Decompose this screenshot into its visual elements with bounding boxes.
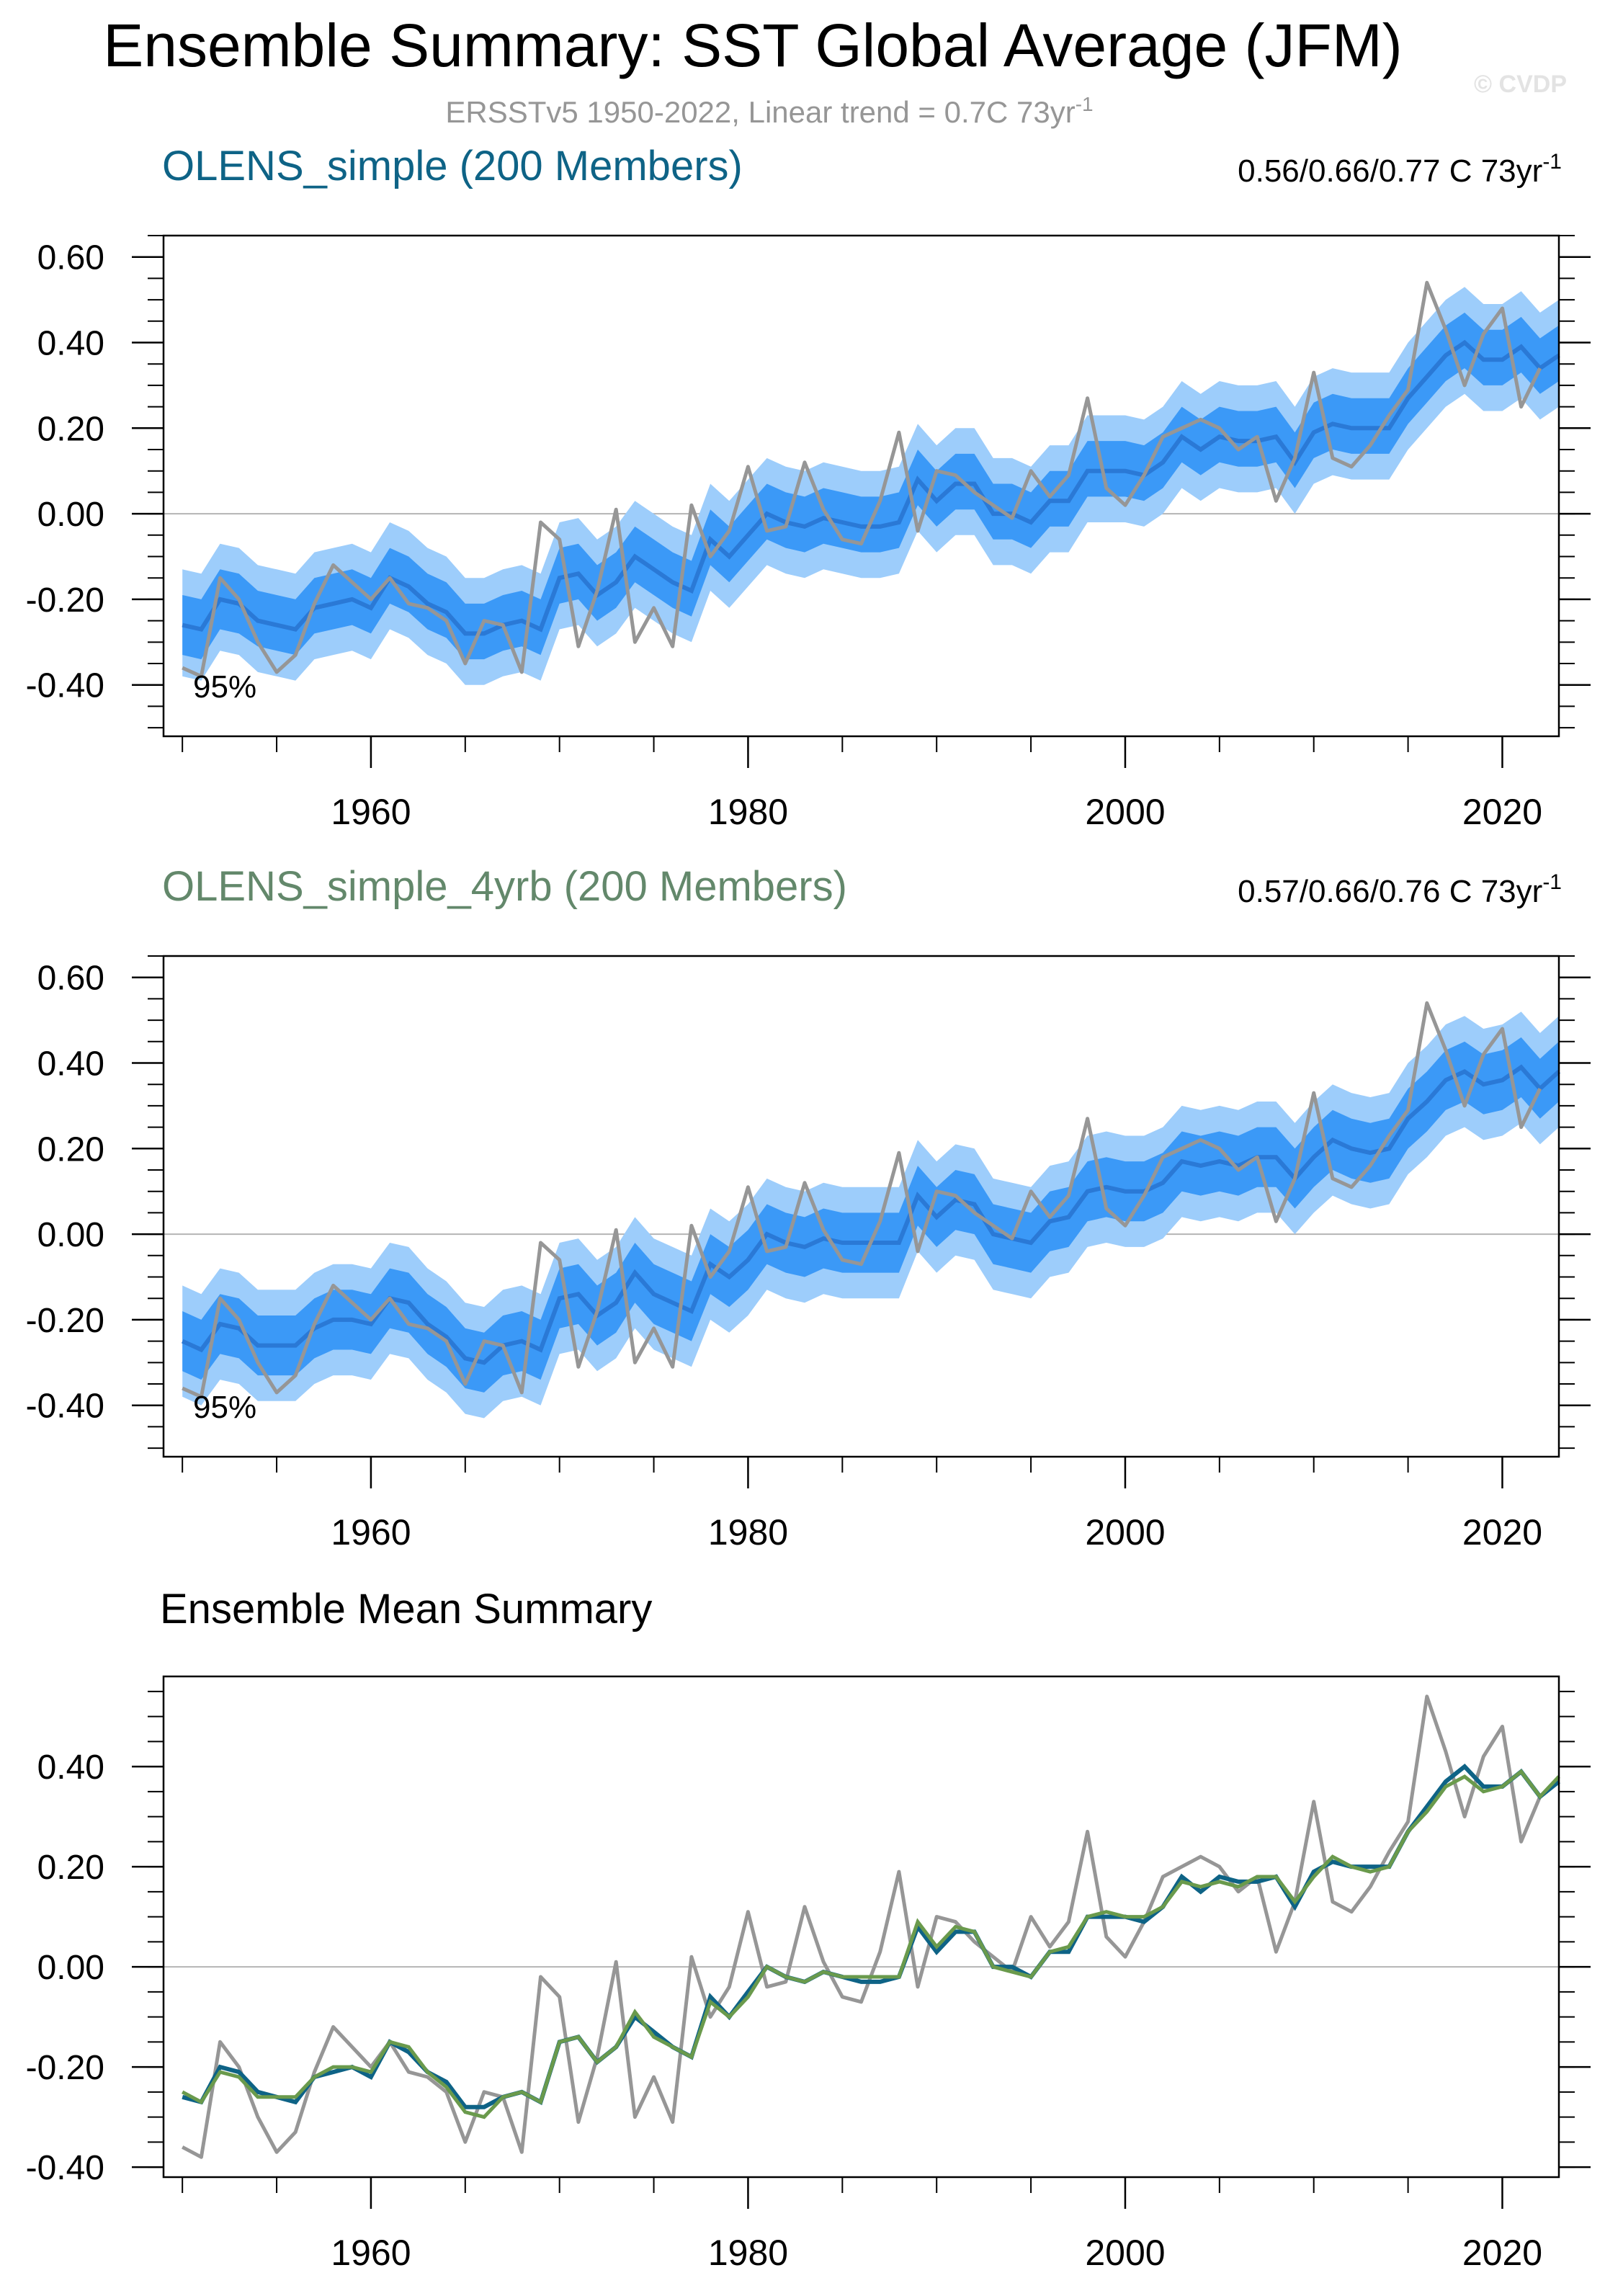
panel-olens-simple-4yrb: OLENS_simple_4yrb (200 Members) 0.57/0.66…	[26, 863, 1591, 1553]
series-line-ersstv5	[182, 1694, 1542, 2159]
series-line-olens-simple-4yrb	[182, 1769, 1560, 2119]
y-tick-label: 0.40	[37, 325, 104, 363]
panel-olens-simple: OLENS_simple (200 Members) 0.56/0.66/0.77…	[26, 143, 1591, 832]
x-tick-label: 1960	[331, 1512, 411, 1553]
trend-label-text: 0.57/0.66/0.76 C 73yr	[1238, 874, 1542, 909]
x-tick-label: 1960	[331, 2233, 411, 2273]
trend-label-text: 0.56/0.66/0.77 C 73yr	[1238, 153, 1542, 189]
plot-frame	[162, 955, 1560, 1458]
y-tick-label: 0.40	[37, 1045, 104, 1084]
x-tick-label: 2000	[1085, 1512, 1165, 1553]
panel-title: Ensemble Mean Summary	[160, 1586, 652, 1632]
y-tick-label: 0.00	[37, 1216, 104, 1254]
band-95-percent	[182, 287, 1560, 685]
figure-title: Ensemble Summary: SST Global Average (JF…	[103, 12, 1403, 79]
panel-title: OLENS_simple_4yrb (200 Members)	[162, 863, 847, 910]
figure-subtitle: ERSSTv5 1950-2022, Linear trend = 0.7C 7…	[445, 93, 1093, 129]
plot-frame	[162, 234, 1560, 738]
y-tick-label: -0.40	[26, 2149, 104, 2187]
trend-label: 0.56/0.66/0.77 C 73yr-1	[1238, 150, 1562, 189]
x-tick-label: 1980	[708, 2233, 788, 2273]
y-tick-label: -0.20	[26, 2049, 104, 2087]
y-tick-label: 0.20	[37, 1849, 104, 1887]
y-tick-label: 0.00	[37, 1949, 104, 1987]
y-tick-label: 0.60	[37, 239, 104, 277]
x-tick-label: 2020	[1462, 1512, 1542, 1553]
x-tick-label: 2000	[1085, 2233, 1165, 2273]
band-inner-range	[182, 312, 1560, 660]
series-line-ersstv5	[182, 1001, 1542, 1399]
panel-title: OLENS_simple (200 Members)	[162, 143, 743, 189]
x-tick-label: 1980	[708, 1512, 788, 1553]
y-tick-label: 0.40	[37, 1748, 104, 1787]
trend-label-sup: -1	[1542, 870, 1562, 894]
y-tick-label: 0.20	[37, 410, 104, 448]
trend-label-sup: -1	[1542, 150, 1562, 174]
plot-frame	[162, 1675, 1560, 2179]
y-tick-label: -0.40	[26, 667, 104, 705]
series-line-ersstv5	[182, 280, 1542, 679]
y-tick-label: 0.60	[37, 960, 104, 998]
x-tick-label: 2000	[1085, 792, 1165, 832]
x-tick-label: 2020	[1462, 2233, 1542, 2273]
band-95-label: 95%	[193, 1390, 256, 1425]
x-tick-label: 1960	[331, 792, 411, 832]
series-line-olens-simple	[182, 1764, 1560, 2109]
y-tick-label: -0.20	[26, 1302, 104, 1340]
x-tick-label: 2020	[1462, 792, 1542, 832]
trend-label: 0.57/0.66/0.76 C 73yr-1	[1238, 870, 1562, 909]
panel-ensemble-mean-summary: Ensemble Mean Summary -0.40 -0.20 0.00 0.20 0…	[26, 1586, 1591, 2273]
y-tick-label: -0.40	[26, 1388, 104, 1426]
y-tick-label: 0.00	[37, 496, 104, 534]
watermark: © CVDP	[1474, 71, 1567, 98]
x-tick-label: 1980	[708, 792, 788, 832]
band-95-label: 95%	[193, 669, 256, 705]
y-tick-label: 0.20	[37, 1130, 104, 1169]
band-inner-range	[182, 1037, 1560, 1393]
y-tick-label: -0.20	[26, 581, 104, 620]
